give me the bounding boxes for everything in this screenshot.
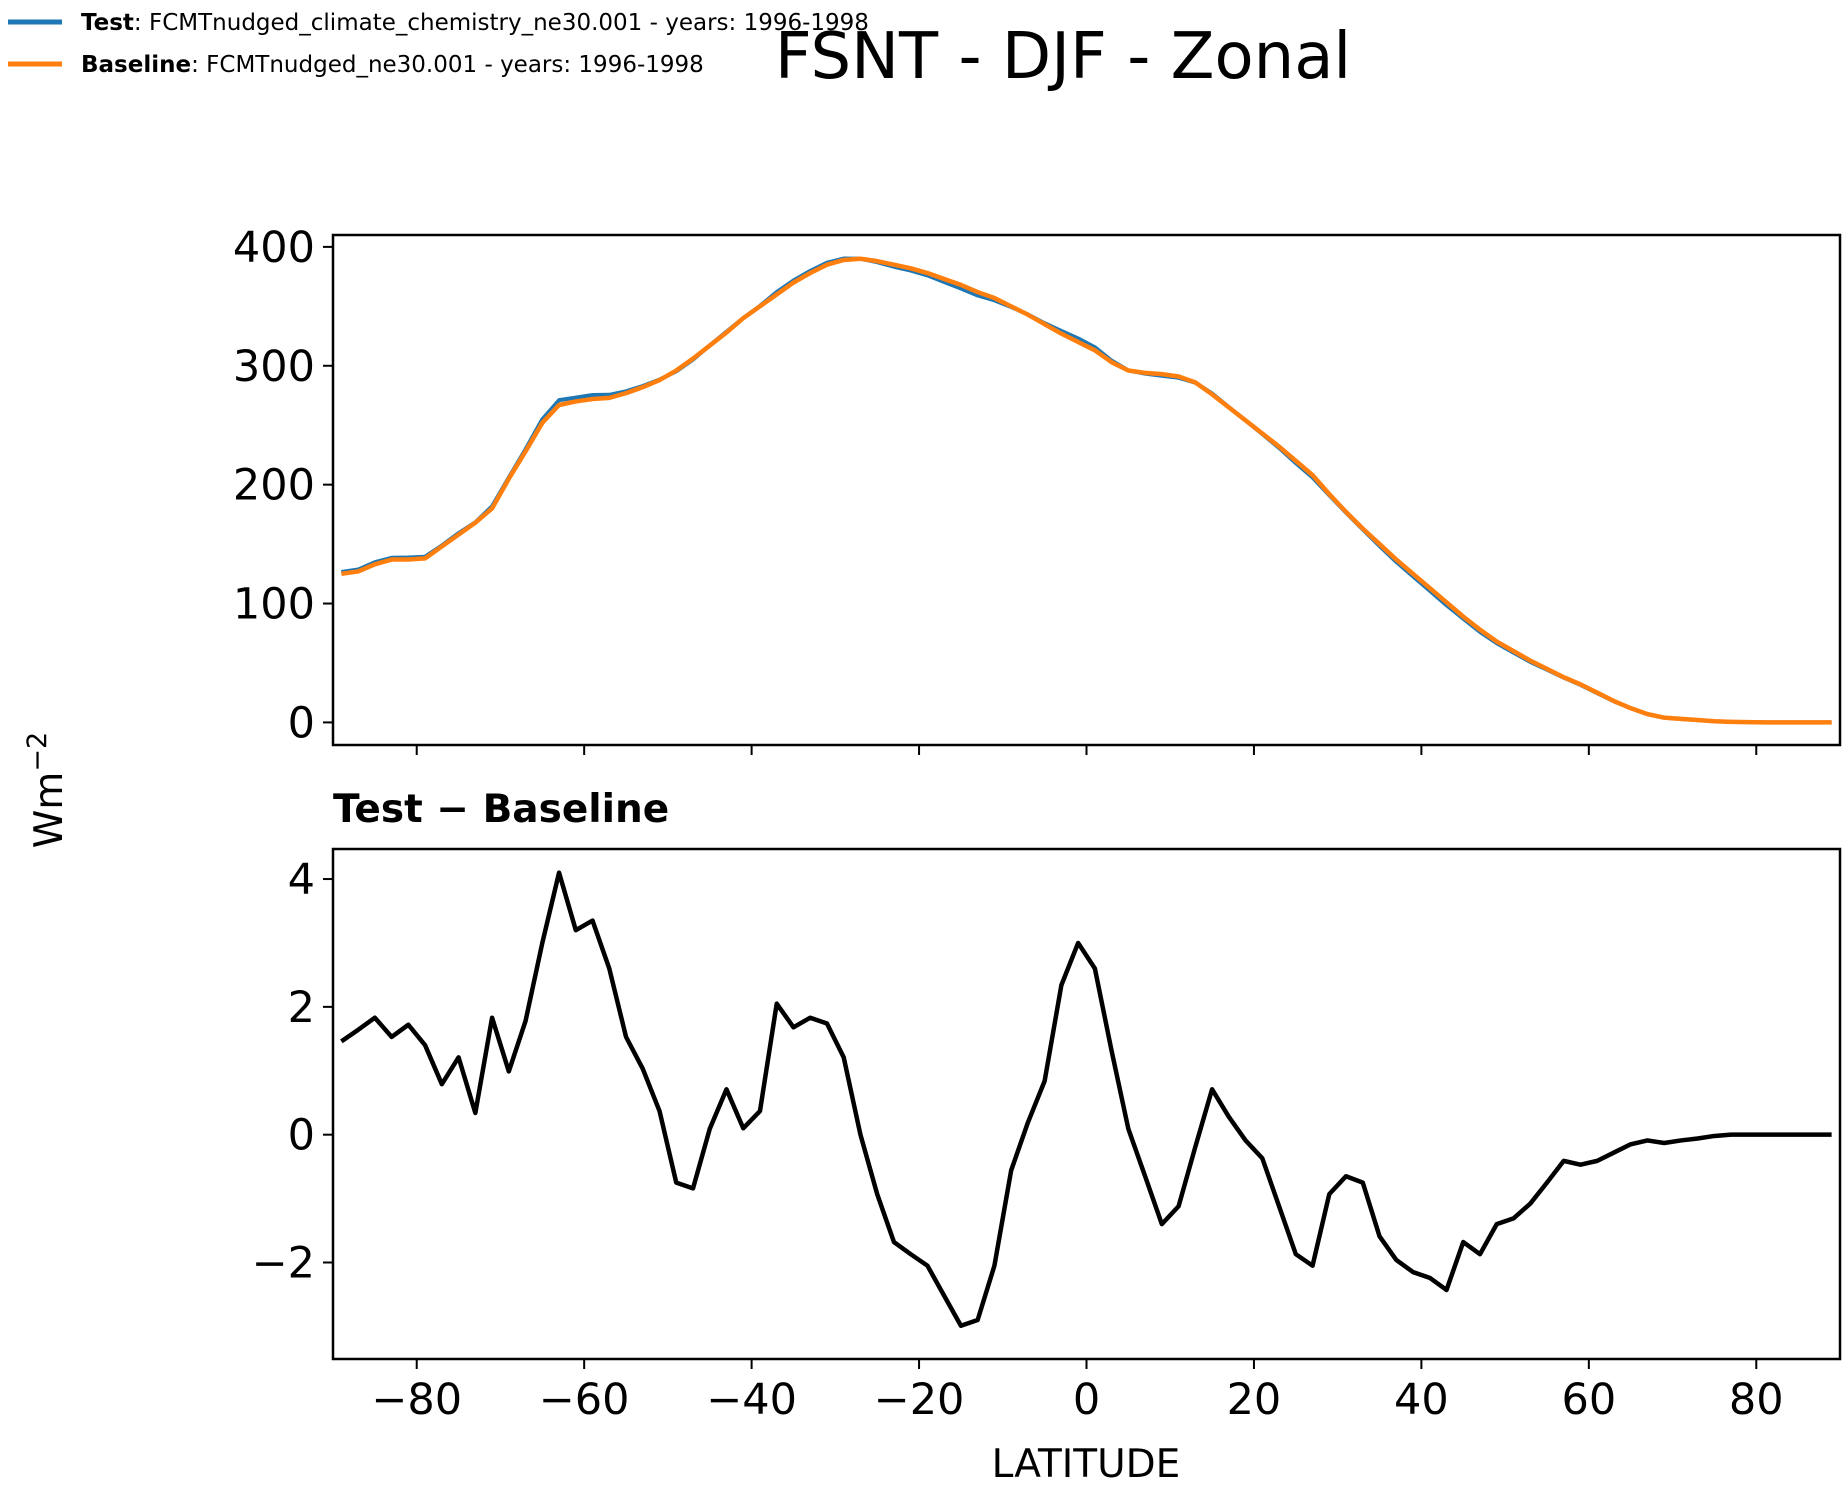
x-tick-label: −20 — [874, 1375, 965, 1425]
y-tick-label: 0 — [288, 1111, 315, 1161]
axes-frame — [331, 233, 1842, 747]
x-tick-label: 0 — [1073, 1375, 1100, 1425]
y-axis-label-exponent: −2 — [22, 732, 53, 772]
x-tick-label: −60 — [539, 1375, 630, 1425]
chart-title: FSNT - DJF - Zonal — [775, 20, 1351, 94]
y-tick-label: 0 — [288, 698, 315, 748]
legend-description: : FCMTnudged_ne30.001 - years: 1996-1998 — [191, 52, 704, 78]
plot-area — [340, 870, 1832, 1329]
y-axis-label: Wm−2 — [22, 732, 72, 848]
y-axis-label-base: Wm — [27, 772, 72, 849]
x-tick-label: 60 — [1561, 1375, 1616, 1425]
x-axis-label: LATITUDE — [992, 1442, 1181, 1487]
x-tick-label: 40 — [1394, 1375, 1449, 1425]
x-tick-label: −40 — [706, 1375, 797, 1425]
x-tick-label: 20 — [1227, 1375, 1282, 1425]
y-tick-label: 100 — [233, 580, 315, 630]
panel-title: Test − Baseline — [333, 787, 669, 832]
legend-entry: Baseline: FCMTnudged_ne30.001 - years: 1… — [81, 52, 704, 78]
x-tick-label: −80 — [371, 1375, 462, 1425]
y-tick-label: −2 — [252, 1238, 315, 1288]
y-tick-label: 400 — [233, 223, 315, 273]
y-tick-label: 4 — [288, 855, 315, 905]
legend-description: : FCMTnudged_climate_chemistry_ne30.001 … — [134, 10, 869, 36]
legend-name: Test — [81, 10, 134, 36]
axes-frame — [331, 847, 1842, 1361]
x-tick-label: 80 — [1729, 1375, 1784, 1425]
legend-entry: Test: FCMTnudged_climate_chemistry_ne30.… — [81, 10, 869, 36]
y-tick-label: 2 — [288, 983, 315, 1033]
y-tick-label: 300 — [233, 342, 315, 392]
legend-name: Baseline — [81, 52, 191, 78]
plot-area — [341, 256, 1832, 725]
series-line — [341, 256, 1832, 725]
series-line — [341, 256, 1832, 725]
y-tick-label: 200 — [233, 461, 315, 511]
series-line — [340, 870, 1832, 1329]
